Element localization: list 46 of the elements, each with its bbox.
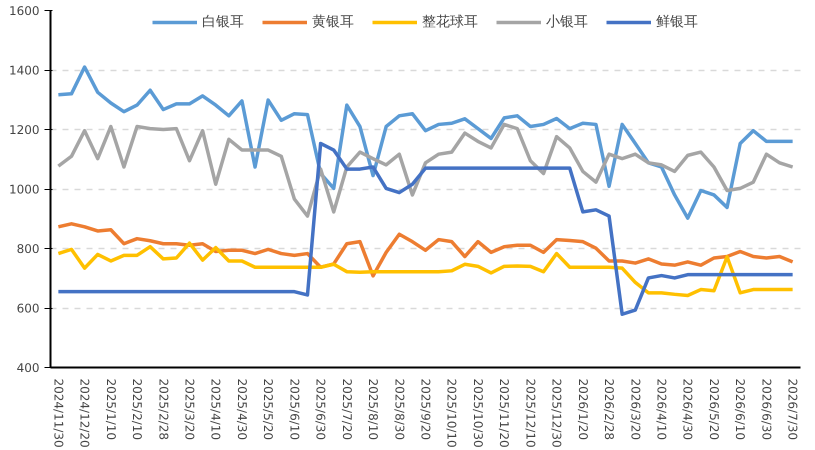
- x-tick-label: 2025/12/30: [550, 378, 564, 448]
- x-tick-label: 2025/12/10: [523, 378, 538, 448]
- x-tick-label: 2025/1/10: [104, 378, 118, 440]
- x-tick-label: 2025/6/30: [314, 378, 328, 440]
- x-tick-label: 2025/5/20: [261, 378, 276, 440]
- x-tick-label: 2025/9/20: [418, 378, 432, 440]
- x-tick-label: 2025/10/10: [444, 378, 459, 448]
- legend-label: 小银耳: [546, 13, 588, 31]
- y-tick-label: 400: [16, 361, 40, 375]
- line-series: [56, 142, 794, 316]
- line-series: [56, 65, 794, 220]
- x-tick-label: 2026/4/30: [680, 378, 695, 440]
- x-tick-label: 2025/2/28: [156, 378, 170, 440]
- line-series: [56, 241, 794, 298]
- x-tick-label: 2025/6/10: [287, 378, 302, 440]
- line-series: [56, 222, 794, 278]
- x-tick-label: 2025/4/10: [208, 378, 223, 440]
- legend-label: 黄银耳: [312, 13, 354, 31]
- legend-label: 鲜银耳: [656, 13, 698, 31]
- x-tick-label: 2026/6/30: [759, 378, 774, 440]
- legend-label: 整花球耳: [422, 13, 478, 31]
- x-tick-label: 2025/8/10: [366, 378, 380, 440]
- x-tick-label: 2025/10/30: [470, 378, 485, 448]
- x-tick-label: 2025/2/10: [130, 378, 144, 440]
- y-tick-label: 1400: [8, 64, 40, 78]
- x-tick-label: 2025/7/20: [340, 378, 354, 440]
- x-tick-label: 2026/4/10: [654, 378, 669, 440]
- x-tick-label: 2026/2/28: [602, 378, 616, 440]
- line-series: [56, 122, 794, 218]
- x-tick-label: 2026/5/20: [706, 378, 721, 440]
- x-tick-label: 2024/12/20: [78, 378, 92, 448]
- x-tick-label: 2026/7/30: [786, 378, 800, 440]
- x-tick-label: 2025/4/30: [234, 378, 249, 440]
- x-tick-label: 2025/8/30: [392, 378, 406, 440]
- x-tick-label: 2025/11/20: [497, 378, 512, 448]
- legend-label: 白银耳: [202, 13, 244, 31]
- y-tick-label: 1000: [8, 182, 40, 196]
- x-tick-label: 2026/3/20: [628, 378, 642, 440]
- y-tick-label: 600: [16, 302, 40, 316]
- y-tick-label: 1200: [8, 123, 40, 137]
- x-tick-label: 2026/6/10: [733, 378, 748, 440]
- y-tick-label: 800: [16, 242, 40, 256]
- x-tick-label: 2025/3/20: [182, 378, 196, 440]
- x-tick-label: 2026/1/20: [576, 378, 590, 440]
- x-tick-label: 2024/11/30: [51, 378, 66, 448]
- y-tick-label: 1600: [8, 4, 40, 18]
